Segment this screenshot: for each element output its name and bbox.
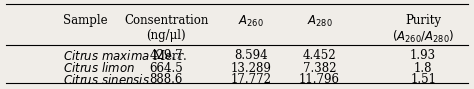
Text: $A_{280}$: $A_{280}$ [307, 14, 332, 29]
Text: 17.772: 17.772 [231, 73, 272, 86]
Text: Consentration
(ng/μl): Consentration (ng/μl) [124, 14, 209, 42]
Text: 11.796: 11.796 [299, 73, 340, 86]
Text: 1.51: 1.51 [410, 73, 436, 86]
Text: 8.594: 8.594 [234, 49, 268, 62]
Text: 664.5: 664.5 [149, 62, 183, 75]
Text: $A_{260}$: $A_{260}$ [238, 14, 264, 29]
Text: 1.8: 1.8 [414, 62, 432, 75]
Text: 4.452: 4.452 [303, 49, 336, 62]
Text: Sample: Sample [63, 14, 107, 27]
Text: $\it{Citrus\ sinensis}$: $\it{Citrus\ sinensis}$ [63, 73, 150, 87]
Text: Purity
$(A_{260}/A_{280})$: Purity $(A_{260}/A_{280})$ [392, 14, 454, 45]
Text: 13.289: 13.289 [231, 62, 272, 75]
Text: 1.93: 1.93 [410, 49, 436, 62]
Text: 888.6: 888.6 [150, 73, 183, 86]
Text: 429.7: 429.7 [149, 49, 183, 62]
Text: $\it{Citrus\ limon}$: $\it{Citrus\ limon}$ [63, 61, 135, 75]
Text: 7.382: 7.382 [303, 62, 336, 75]
Text: $\it{Citrus\ maxima}$ Merr.: $\it{Citrus\ maxima}$ Merr. [63, 49, 187, 63]
